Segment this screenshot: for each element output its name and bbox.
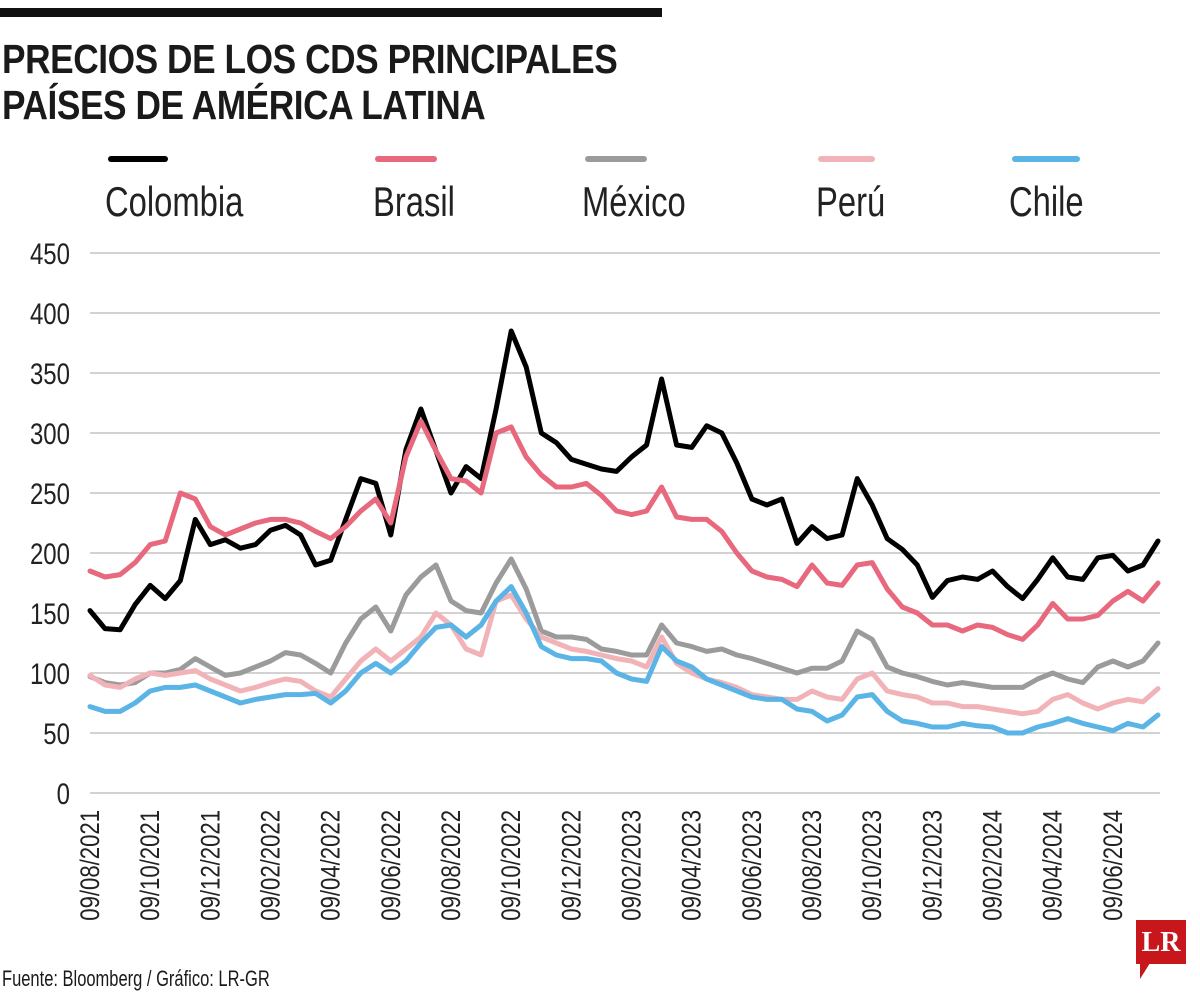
y-tick-label: 250 (30, 476, 70, 510)
y-tick-label: 100 (30, 656, 70, 690)
series-line-brasil (87, 418, 1161, 642)
title-line-2: PAÍSES DE AMÉRICA LATINA (2, 82, 486, 128)
y-tick-label: 300 (30, 416, 70, 450)
legend-label-colombia: Colombia (105, 178, 244, 225)
legend-swatch-colombia (108, 156, 168, 162)
x-tick-label: 09/06/2023 (738, 810, 768, 921)
x-tick-label: 09/02/2024 (979, 810, 1009, 921)
x-tick-label: 09/08/2021 (76, 810, 106, 921)
x-tick-label: 09/02/2023 (618, 810, 648, 921)
title-line-1: PRECIOS DE LOS CDS PRINCIPALES (2, 36, 618, 82)
x-tick-label: 09/12/2021 (196, 810, 226, 921)
x-tick-label: 09/08/2022 (437, 810, 467, 921)
x-tick-label: 09/06/2022 (377, 810, 407, 921)
series-line-colombia (87, 328, 1161, 633)
legend-label-chile: Chile (1009, 178, 1084, 225)
y-tick-label: 0 (57, 776, 70, 810)
x-tick-label: 09/02/2022 (257, 810, 287, 921)
x-tick-label: 09/10/2021 (136, 810, 166, 921)
x-tick-label: 09/04/2023 (678, 810, 708, 921)
y-tick-label: 50 (43, 716, 70, 750)
legend-label-peru: Perú (816, 178, 886, 225)
y-tick-label: 350 (30, 356, 70, 390)
series-line-peru (87, 592, 1161, 717)
lr-logo: LR (1136, 920, 1186, 964)
y-tick-label: 150 (30, 596, 70, 630)
series-line-chile (87, 584, 1161, 736)
x-tick-label: 09/08/2023 (798, 810, 828, 921)
y-tick-label: 450 (30, 236, 70, 270)
x-tick-label: 09/10/2023 (858, 810, 888, 921)
legend-swatch-mexico (585, 156, 647, 162)
top-rule (0, 8, 662, 17)
y-tick-label: 400 (30, 296, 70, 330)
source-note: Fuente: Bloomberg / Gráfico: LR-GR (2, 966, 270, 991)
legend-swatch-brasil (375, 156, 437, 162)
x-tick-label: 09/04/2022 (317, 810, 347, 921)
y-tick-label: 200 (30, 536, 70, 570)
x-tick-label: 09/12/2022 (557, 810, 587, 921)
legend-label-brasil: Brasil (373, 178, 455, 225)
series-line-mexico (87, 556, 1161, 690)
x-tick-label: 09/10/2022 (497, 810, 527, 921)
chart-title: PRECIOS DE LOS CDS PRINCIPALES PAÍSES DE… (2, 36, 618, 128)
x-tick-label: 09/12/2023 (918, 810, 948, 921)
x-tick-label: 09/06/2024 (1099, 810, 1129, 921)
x-tick-label: 09/04/2024 (1039, 810, 1069, 921)
legend-label-mexico: México (582, 178, 686, 225)
legend-swatch-peru (818, 156, 875, 162)
legend-swatch-chile (1012, 156, 1080, 162)
lr-logo-tail (1140, 963, 1150, 979)
